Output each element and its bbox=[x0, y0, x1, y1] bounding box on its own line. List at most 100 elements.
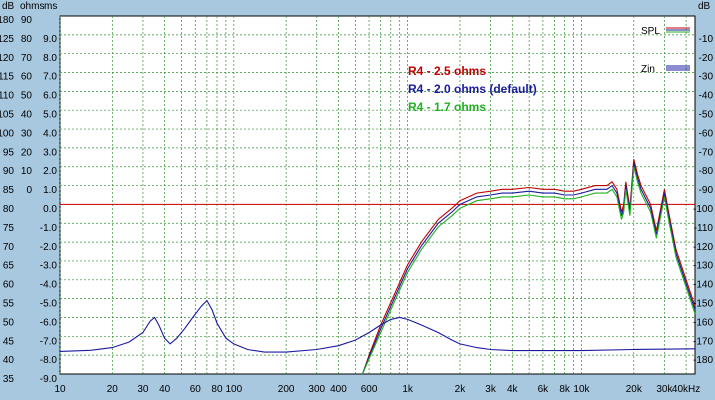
y-tick-label-ms: -1.0 bbox=[40, 223, 58, 234]
x-tick-label: 40kHz bbox=[672, 384, 700, 395]
x-tick-label: 300 bbox=[308, 384, 325, 395]
series-annotation: R4 - 1.7 ohms bbox=[408, 100, 486, 114]
ms-header: ms bbox=[44, 1, 57, 12]
y-tick-label-right: -150 bbox=[693, 299, 713, 310]
y-tick-label-ms: -5.0 bbox=[40, 299, 58, 310]
x-tick-label: 10 bbox=[54, 384, 66, 395]
annotations: R4 - 2.5 ohms R4 - 2.0 ohms (default) R4 -… bbox=[408, 64, 537, 114]
y-tick-label-spl: 90 bbox=[3, 166, 15, 177]
y-tick-label-ohms: 90 bbox=[21, 15, 33, 26]
y-tick-label-right: -30 bbox=[699, 72, 714, 83]
y-tick-label-right: -180 bbox=[693, 355, 713, 366]
y-tick-label-spl: 55 bbox=[3, 299, 15, 310]
x-tick-label: 60 bbox=[190, 384, 202, 395]
y-tick-label-right: -120 bbox=[693, 242, 713, 253]
y-tick-label-ohms: 20 bbox=[21, 147, 33, 158]
y-tick-label-right: -50 bbox=[699, 110, 714, 121]
x-tick-label: 10k bbox=[573, 384, 590, 395]
y-tick-label-spl: 50 bbox=[3, 317, 15, 328]
y-tick-label-spl: 80 bbox=[3, 204, 15, 215]
y-tick-label-right: -10 bbox=[699, 34, 714, 45]
y-tick-label-spl: 45 bbox=[3, 336, 15, 347]
plot-background bbox=[59, 15, 696, 375]
y-tick-label-ms: -7.0 bbox=[40, 336, 58, 347]
x-tick-label: 80 bbox=[211, 384, 223, 395]
y-tick-label-spl: 85 bbox=[3, 185, 15, 196]
series-annotation: R4 - 2.0 ohms (default) bbox=[408, 82, 537, 96]
series-line-2 bbox=[361, 166, 696, 375]
y-tick-label-ms: -9.0 bbox=[40, 374, 58, 385]
y-tick-label-ms: 0.0 bbox=[43, 204, 57, 215]
series-line-0 bbox=[361, 159, 696, 375]
y-tick-label-spl: 60 bbox=[3, 280, 15, 291]
y-tick-label-ohms: 70 bbox=[21, 53, 33, 64]
y-tick-label-spl: 125 bbox=[0, 34, 14, 45]
x-tick-label: 30 bbox=[137, 384, 149, 395]
y-tick-label-right: -80 bbox=[699, 166, 714, 177]
y-tick-label-ms: 3.0 bbox=[43, 147, 57, 158]
series-line-1 bbox=[361, 162, 696, 375]
y-tick-label-ohms: 30 bbox=[21, 128, 33, 139]
y-tick-label-spl: 180 bbox=[0, 15, 14, 26]
x-tick-label: 6k bbox=[538, 384, 550, 395]
right-header: dB bbox=[698, 1, 711, 12]
y-tick-label-spl: 120 bbox=[0, 53, 14, 64]
y-tick-label-ms: -3.0 bbox=[40, 261, 58, 272]
x-tick-label: 4k bbox=[507, 384, 519, 395]
series-line-3 bbox=[59, 299, 696, 353]
ohms-header: ohms bbox=[20, 1, 44, 12]
y-tick-label-ohms: 40 bbox=[21, 110, 33, 121]
y-tick-label-spl: 105 bbox=[0, 110, 14, 121]
y-tick-label-ms: -6.0 bbox=[40, 317, 58, 328]
x-tick-label: 20 bbox=[107, 384, 119, 395]
y-tick-label-spl: 95 bbox=[3, 147, 15, 158]
series-annotation: R4 - 2.5 ohms bbox=[408, 64, 486, 78]
y-tick-label-spl: 115 bbox=[0, 72, 14, 83]
y-tick-label-ms: 6.0 bbox=[43, 91, 57, 102]
y-tick-label-spl: 100 bbox=[0, 128, 14, 139]
y-tick-label-right: -60 bbox=[699, 128, 714, 139]
y-tick-label-right: -140 bbox=[693, 280, 713, 291]
x-tick-label: 20k bbox=[626, 384, 643, 395]
spl-header: dB bbox=[2, 1, 15, 12]
x-tick-label: 2k bbox=[455, 384, 467, 395]
x-tick-label: 40 bbox=[159, 384, 171, 395]
y-tick-label-right: -40 bbox=[699, 91, 714, 102]
x-tick-label: 400 bbox=[330, 384, 347, 395]
y-tick-label-right: -20 bbox=[699, 53, 714, 64]
y-tick-label-ms: 1.0 bbox=[43, 185, 57, 196]
y-tick-label-ms: 5.0 bbox=[43, 110, 57, 121]
y-tick-label-ohms: 10 bbox=[21, 166, 33, 177]
y-tick-label-right: -110 bbox=[694, 223, 714, 234]
x-tick-label: 600 bbox=[361, 384, 378, 395]
y-tick-label-right: -130 bbox=[693, 261, 713, 272]
y-tick-label-spl: 75 bbox=[3, 223, 15, 234]
legend-label: SPL bbox=[641, 26, 660, 37]
y-tick-label-right: -170 bbox=[693, 336, 713, 347]
y-tick-label-right: -160 bbox=[693, 317, 713, 328]
legend-label: Zin bbox=[641, 64, 655, 75]
x-tick-label: 30k bbox=[656, 384, 673, 395]
series-layer bbox=[59, 159, 696, 375]
y-tick-label-ohms: 50 bbox=[21, 91, 33, 102]
y-tick-label-right: -100 bbox=[693, 204, 713, 215]
x-tick-label: 3k bbox=[485, 384, 497, 395]
x-tick-label: 1k bbox=[402, 384, 414, 395]
grid bbox=[59, 16, 695, 374]
y-tick-label-ohms: 80 bbox=[21, 34, 33, 45]
y-tick-label-right: -70 bbox=[699, 147, 714, 158]
x-tick-label: 8k bbox=[559, 384, 571, 395]
y-tick-label-ms: 2.0 bbox=[43, 166, 57, 177]
legend: SPL Zin bbox=[641, 26, 690, 75]
y-tick-label-spl: 35 bbox=[3, 374, 15, 385]
y-tick-label-ohms: 60 bbox=[21, 72, 33, 83]
y-tick-label-spl: 110 bbox=[0, 91, 14, 102]
x-tick-label: 200 bbox=[278, 384, 295, 395]
y-tick-label-spl: 70 bbox=[3, 242, 15, 253]
x-tick-label: 100 bbox=[225, 384, 242, 395]
y-tick-label-ms: 7.0 bbox=[43, 72, 57, 83]
y-tick-label-spl: 40 bbox=[3, 355, 15, 366]
y-tick-label-ms: -4.0 bbox=[40, 280, 58, 291]
